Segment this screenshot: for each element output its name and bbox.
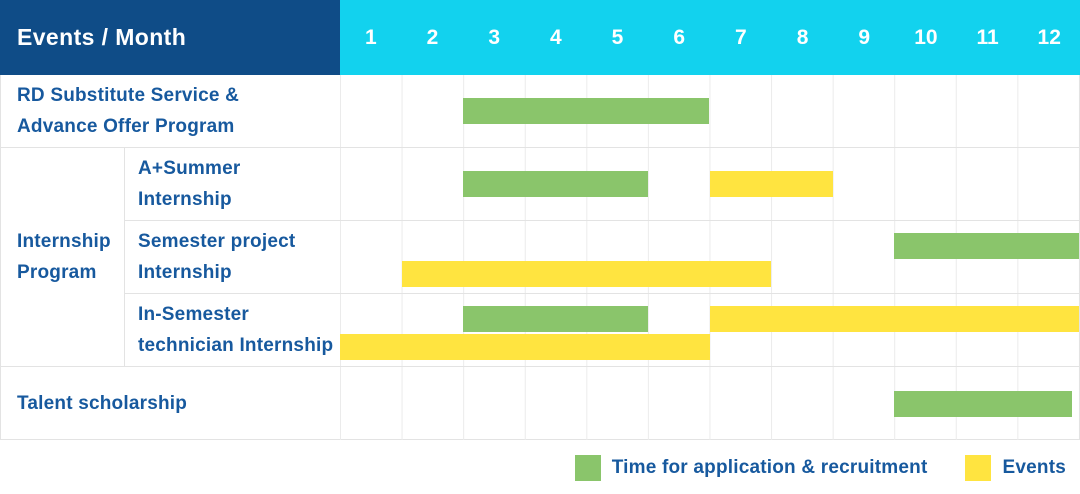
month-header-cell: 1 [364,25,377,49]
row-label: RD Substitute Service & Advance Offer Pro… [1,75,340,147]
row-label-line: RD Substitute Service & [17,84,240,106]
gantt-bar-application [463,171,648,197]
gantt-chart-area [340,367,1079,440]
gantt-subrow: In-Semester technician Internship [125,293,1079,366]
legend-swatch-event [965,454,992,481]
subrow-label-line: A+Summer [138,157,241,179]
gantt-row: RD Substitute Service & Advance Offer Pro… [1,75,1079,147]
legend-label: Time for application & recruitment [611,456,928,478]
group-label: Internship Program [1,148,125,366]
month-header-cell: 11 [976,25,999,49]
subrow-label: Semester project Internship [125,221,340,293]
gantt-chart-area [340,75,1079,147]
month-header-cell: 4 [550,25,562,49]
gantt-bar-application [894,233,1079,259]
header-title-cell: Events / Month [0,0,340,75]
gantt-bar-event [401,261,772,287]
gantt-bar-event [709,306,1079,332]
gantt-bar-event [709,171,833,197]
month-header-cell: 8 [796,25,809,49]
internship-program-group: Internship Program A+Summer Internship Semes… [1,147,1079,366]
row-label-line: Advance Offer Program [17,116,235,137]
legend-item-event: Events [965,454,1066,481]
group-label-line: Program [17,262,97,283]
subrow-label-line: Internship [138,189,232,210]
month-header-cell: 9 [858,25,871,49]
legend-item-application: Time for application & recruitment [574,454,928,481]
row-label-line: Talent scholarship [17,392,188,414]
month-header-cell: 7 [735,25,747,49]
month-header-cell: 6 [673,25,686,49]
row-label: Talent scholarship [1,367,340,440]
gantt-subrow: A+Summer Internship [125,148,1079,220]
gantt-bar-application [894,390,1072,417]
month-header-cell: 2 [426,25,439,49]
header-title: Events / Month [17,24,187,50]
legend-label: Events [1002,456,1066,478]
subrow-label-line: Internship [138,262,232,283]
gantt-chart-area [340,148,1079,220]
gantt-row: Talent scholarship [1,366,1079,440]
gantt-body: RD Substitute Service & Advance Offer Pro… [0,75,1080,440]
gantt-bar-application [463,306,648,332]
gantt-chart-area [340,294,1079,366]
subrow-label: In-Semester technician Internship [125,294,340,366]
subrow-label-line: technician Internship [138,335,334,356]
legend-swatch-application [574,454,601,481]
subrow-label: A+Summer Internship [125,148,340,220]
month-header-row: 1 2 3 4 5 6 7 8 9 10 11 12 [340,0,1080,75]
month-header-cell: 3 [488,25,501,49]
gantt-chart-area [340,221,1079,293]
table-header: Events / Month 1 2 3 4 5 6 7 8 9 10 11 12 [0,0,1080,75]
gantt-subrow: Semester project Internship [125,220,1079,293]
legend: Time for application & recruitment Events [0,441,1066,494]
month-header-cell: 12 [1037,25,1061,49]
month-header-cell: 10 [914,25,938,49]
subrow-label-line: In-Semester [138,303,249,325]
month-header-cell: 5 [611,25,624,49]
gantt-bar-application [463,98,710,124]
group-label-line: Internship [17,230,111,252]
subrow-label-line: Semester project [138,230,296,252]
gantt-bar-event [340,334,710,360]
